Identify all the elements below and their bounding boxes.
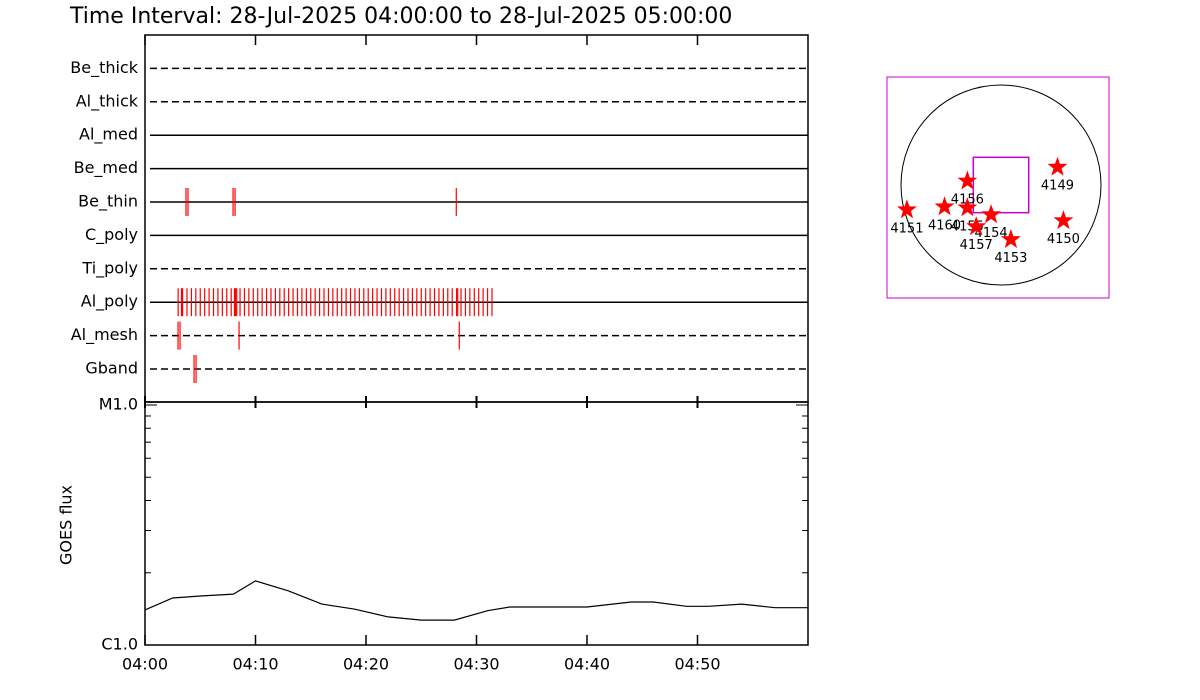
region-label: 4160 — [928, 218, 961, 233]
y-tick-label: M1.0 — [99, 395, 138, 414]
filter-label: Gband — [85, 359, 138, 378]
region-label: 4150 — [1047, 232, 1080, 247]
timeline-frame — [144, 34, 809, 403]
active-region — [966, 216, 987, 236]
active-region — [957, 170, 978, 190]
y-tick-label: C1.0 — [101, 635, 138, 654]
filter-label: Al_med — [79, 125, 138, 145]
goes-curve — [144, 580, 808, 621]
region-label: 4153 — [994, 251, 1027, 266]
x-tick-label: 04:30 — [453, 655, 499, 674]
filter-label: C_poly — [85, 225, 138, 245]
solar-disk — [900, 84, 1102, 286]
active-region — [1000, 229, 1021, 248]
x-tick-label: 04:40 — [564, 655, 610, 674]
active-region — [981, 204, 1002, 224]
active-region — [1053, 210, 1074, 230]
active-region — [1047, 156, 1068, 176]
x-tick-label: 04:50 — [674, 655, 720, 674]
region-label: 4151 — [890, 221, 923, 236]
fov — [972, 156, 1030, 214]
active-region — [957, 197, 978, 217]
filter-label: Be_med — [74, 158, 138, 178]
filter-label: Ti_poly — [81, 258, 138, 278]
y-axis-label: GOES flux — [57, 485, 76, 565]
chart-title: Time Interval: 28-Jul-2025 04:00:00 to 2… — [69, 4, 732, 29]
x-tick-label: 04:00 — [122, 655, 168, 674]
filter-label: Al_mesh — [71, 325, 138, 345]
filter-label: Al_thick — [76, 91, 139, 111]
filter-label: Be_thin — [78, 192, 138, 212]
region-label: 4157 — [960, 238, 993, 253]
goes-frame — [144, 401, 809, 646]
x-tick-label: 04:20 — [343, 655, 389, 674]
x-tick-label: 04:10 — [232, 655, 278, 674]
region-label: 4154 — [975, 226, 1008, 241]
active-region — [934, 196, 955, 216]
filter-label: Al_poly — [81, 292, 138, 312]
region-label: 4149 — [1041, 179, 1074, 194]
filter-label: Be_thick — [70, 58, 138, 78]
map-frame — [886, 76, 1110, 299]
active-region — [897, 199, 917, 219]
